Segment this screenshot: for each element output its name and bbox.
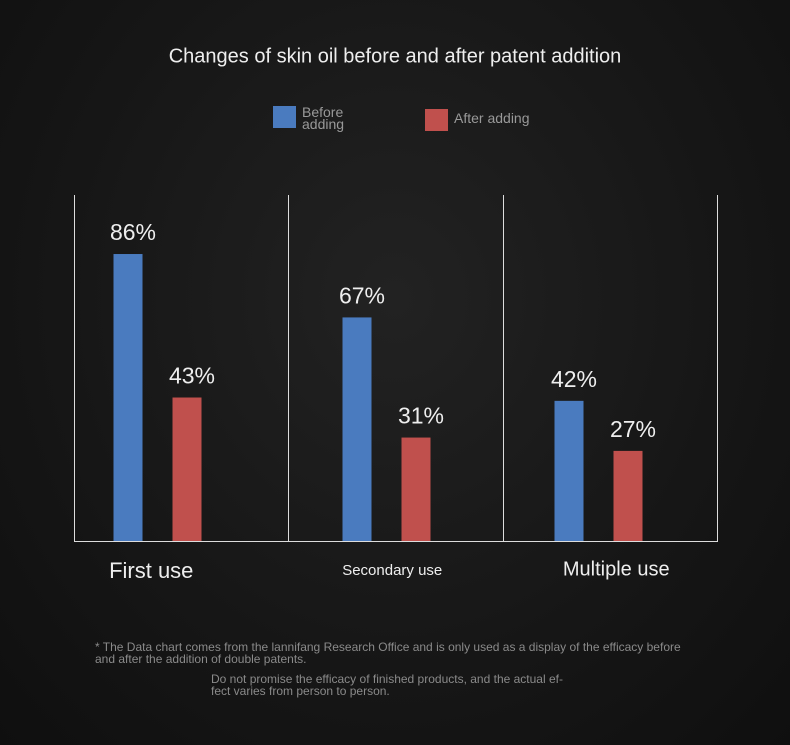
bar bbox=[113, 254, 143, 541]
legend-item: Before adding bbox=[273, 104, 352, 132]
bar bbox=[342, 317, 372, 541]
bar bbox=[613, 450, 643, 541]
value-label: 42% bbox=[551, 366, 597, 392]
value-label: 67% bbox=[339, 282, 385, 308]
x-tick-label: First use bbox=[109, 558, 193, 583]
x-tick-label: Secondary use bbox=[342, 562, 442, 579]
value-label: 43% bbox=[169, 363, 215, 389]
chart-title: Changes of skin oil before and after pat… bbox=[169, 45, 622, 67]
legend-label: Before adding bbox=[302, 104, 345, 132]
x-tick-label: Multiple use bbox=[563, 558, 670, 580]
bar bbox=[401, 437, 431, 541]
value-label: 27% bbox=[610, 416, 656, 442]
bar bbox=[172, 397, 202, 541]
footnote: * The Data chart comes from the lannifan… bbox=[95, 640, 681, 666]
bar bbox=[554, 400, 584, 541]
value-label: 31% bbox=[398, 403, 444, 429]
legend-item: After adding bbox=[425, 109, 530, 131]
frame bbox=[74, 195, 718, 542]
legend-swatch bbox=[273, 106, 296, 128]
legend-swatch bbox=[425, 109, 448, 131]
legend-label: After adding bbox=[454, 110, 530, 126]
footnote: Do not promise the efficacy of finished … bbox=[211, 672, 563, 698]
value-label: 86% bbox=[110, 219, 156, 245]
